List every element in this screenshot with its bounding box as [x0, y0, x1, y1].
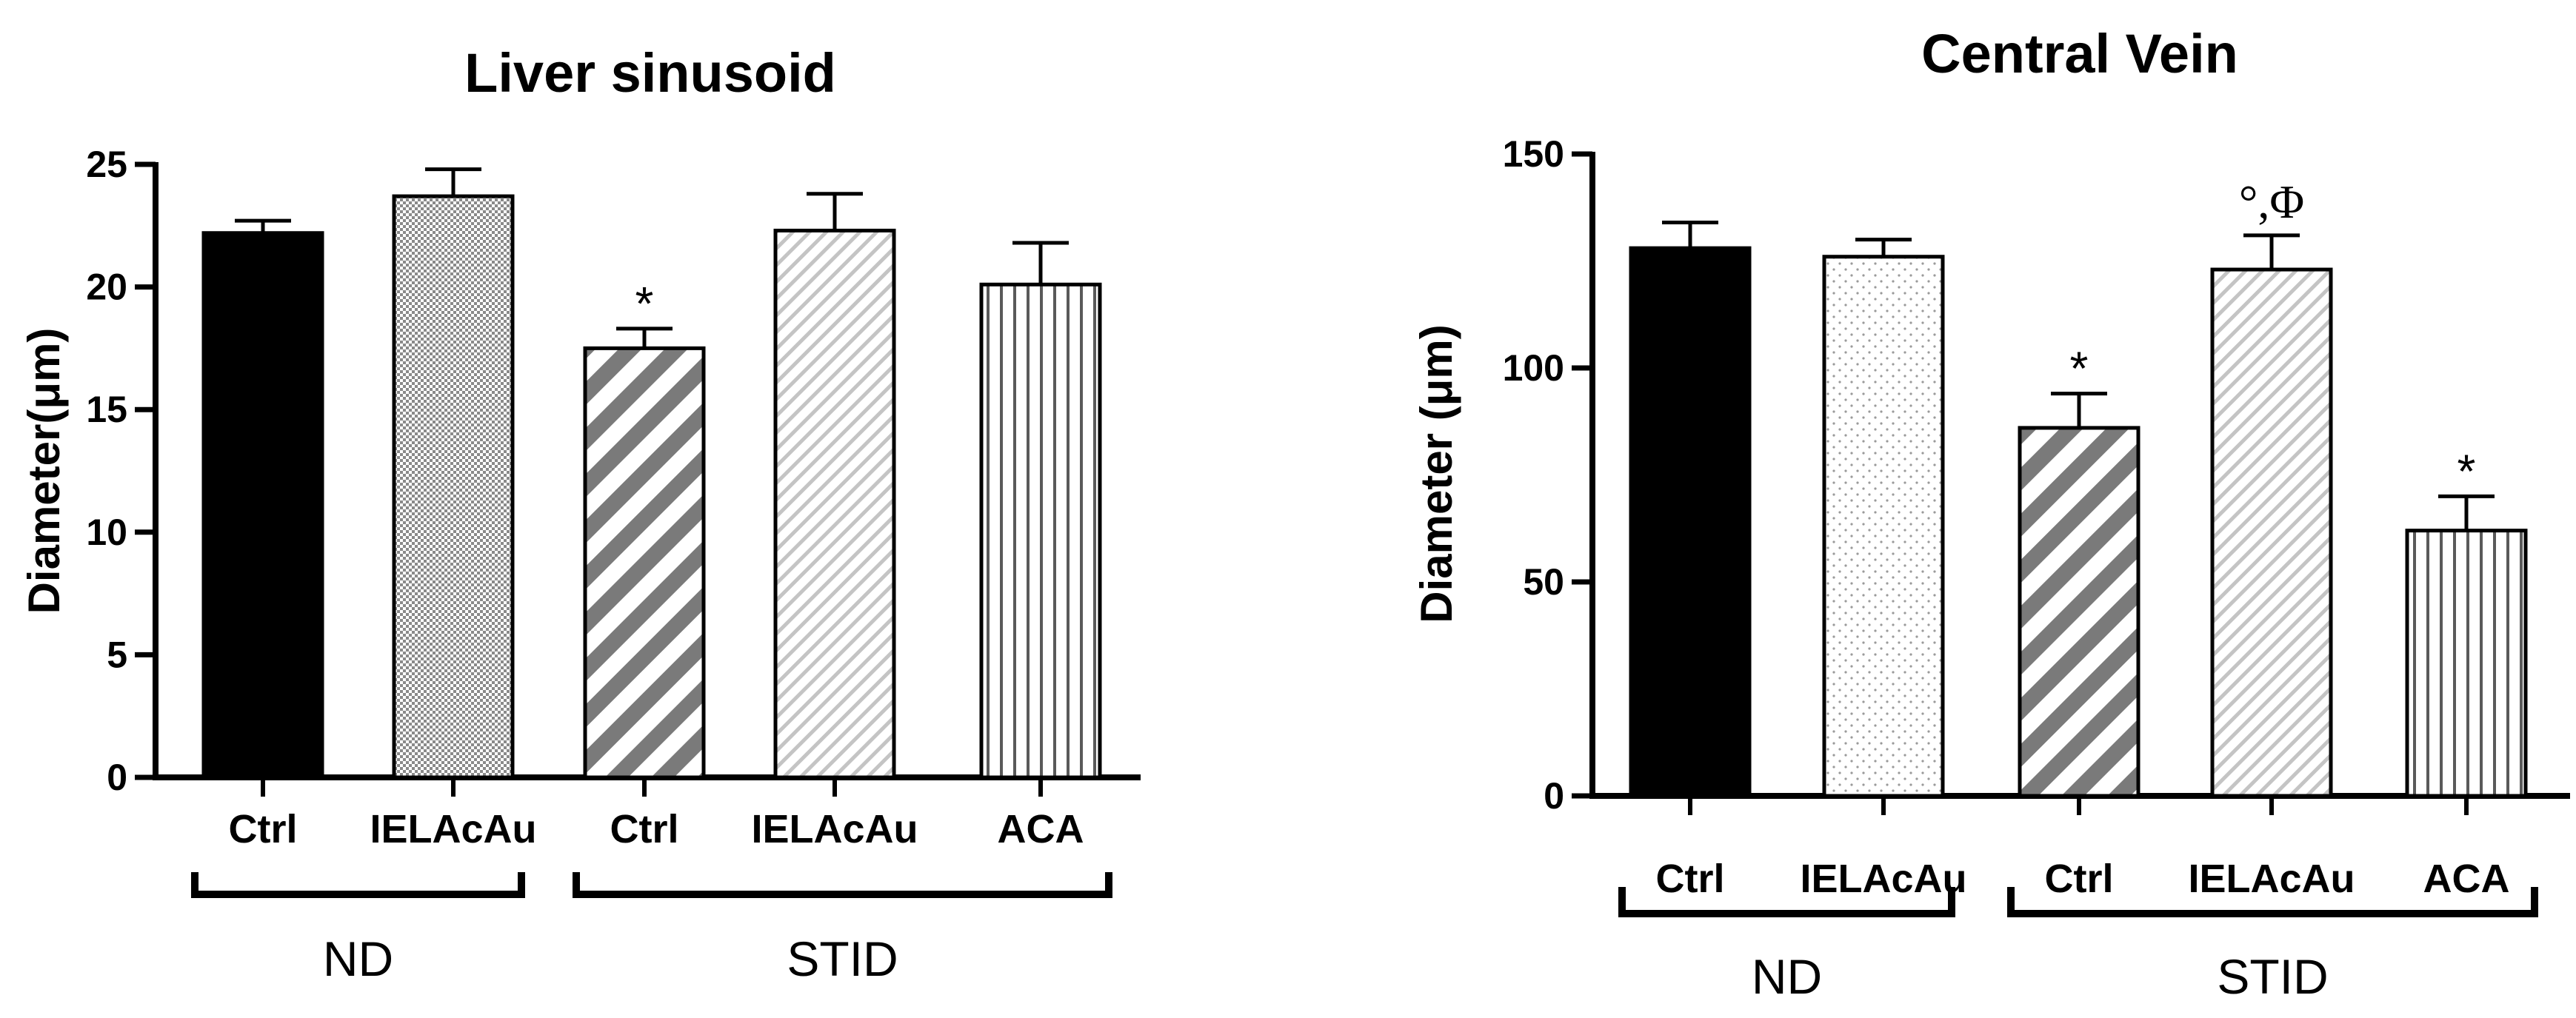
y-tick-label: 0 [1544, 775, 1564, 817]
y-axis-label: Diameter(μm) [19, 328, 69, 615]
bar-ielacau-1 [392, 194, 515, 780]
chart-liver-sinusoid: Liver sinusoid Diameter(μm) 0 5 10 15 20 25 Ctrl… [19, 42, 1141, 986]
x-tick-label: ACA [998, 807, 1084, 851]
y-tick-label: 50 [1523, 561, 1564, 603]
y-tick-label: 100 [1503, 347, 1564, 389]
bar-ielacau-3 [773, 228, 896, 780]
y-tick-label: 15 [86, 389, 127, 430]
y-axis-label: Diameter (μm) [1412, 324, 1461, 623]
x-tick-label: IELAcAu [1800, 857, 1966, 901]
group-bracket [573, 872, 1112, 898]
bar-ielacau-1 [1822, 255, 1945, 798]
group-label: STID [787, 931, 898, 986]
y-tick-label: 150 [1503, 133, 1564, 175]
group-label: STID [2217, 949, 2328, 1004]
x-tick-label: Ctrl [229, 807, 298, 851]
bar-ctrl-2 [583, 346, 706, 780]
bar-ctrl-0 [1629, 246, 1752, 798]
chart-title: Central Vein [1921, 23, 2238, 84]
bar-ielacau-3 [2210, 267, 2333, 798]
y-tick-label: 10 [86, 512, 127, 553]
x-tick-label: ACA [2423, 857, 2510, 901]
y-tick-label: 25 [86, 144, 127, 185]
significance-annotation: * [635, 277, 654, 330]
group-label: ND [1752, 949, 1822, 1004]
chart-title: Liver sinusoid [464, 42, 836, 104]
significance-annotation: °,Φ [2239, 175, 2304, 228]
group-bracket [191, 872, 525, 898]
group-bracket [2007, 887, 2538, 917]
significance-annotation: * [2070, 342, 2089, 395]
x-tick-label: Ctrl [1656, 857, 1725, 901]
x-tick-label: IELAcAu [751, 807, 918, 851]
bar-ctrl-2 [2018, 426, 2140, 798]
x-tick-label: IELAcAu [370, 807, 536, 851]
y-tick-label: 5 [107, 634, 127, 675]
significance-annotation: * [2457, 444, 2476, 498]
group-bracket [1618, 887, 1955, 917]
bar-aca-4 [2405, 529, 2528, 798]
y-tick-label: 20 [86, 267, 127, 308]
chart-central-vein: Central Vein Diameter (μm) 0 50 100 150 Ctrl IE… [1412, 23, 2570, 1004]
x-tick-label: Ctrl [2045, 857, 2114, 901]
bar-ctrl-0 [201, 231, 324, 780]
bar-aca-4 [979, 282, 1102, 780]
x-tick-label: Ctrl [610, 807, 679, 851]
y-tick-label: 0 [107, 757, 127, 798]
x-tick-label: IELAcAu [2188, 857, 2355, 901]
group-label: ND [323, 931, 393, 986]
